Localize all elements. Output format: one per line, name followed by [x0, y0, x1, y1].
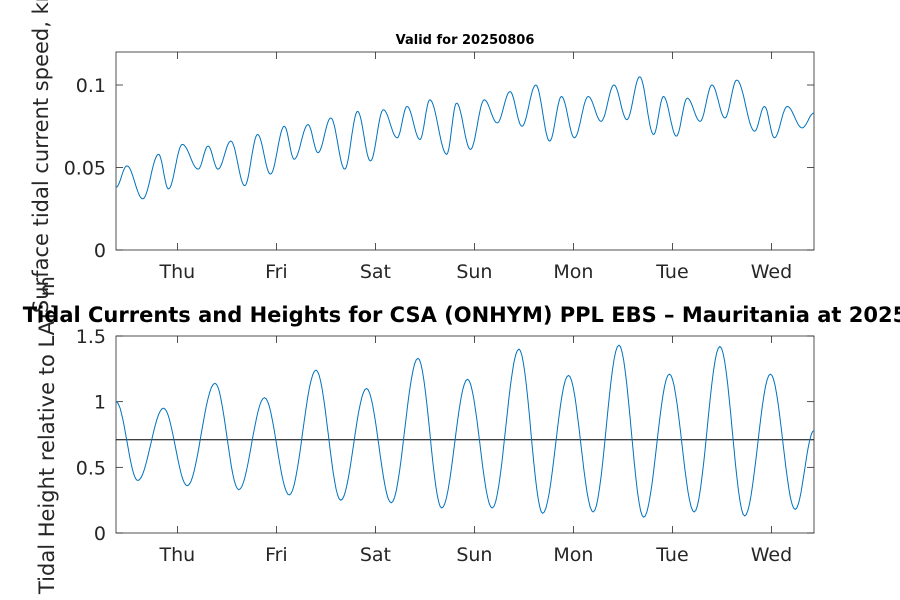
current-speed-y-tick-label: 0.1: [76, 75, 106, 97]
current-speed-plot-area: [115, 51, 815, 251]
current-speed-y-ticks: 0 0.05 0.1: [64, 75, 814, 262]
current-speed-x-tick-label: Sat: [360, 261, 391, 283]
current-speed-x-tick-label: Wed: [751, 261, 792, 283]
current-speed-panel-title: Valid for 20250806: [396, 33, 535, 48]
current-speed-y-axis-label: Surface tidal current speed, kn: [29, 0, 53, 313]
current-speed-x-tick-label: Mon: [553, 261, 593, 283]
current-speed-x-tick-label: Sun: [456, 261, 492, 283]
tidal-height-series-line: [115, 344, 815, 518]
tidal-height-y-tick-label: 0.5: [76, 457, 106, 479]
tidal-height-x-ticks: Thu Fri Sat Sun Mon Tue Wed: [159, 336, 792, 566]
tidal-height-x-tick-label: Tue: [655, 544, 688, 566]
current-speed-series-line: [115, 76, 815, 200]
current-speed-x-tick-label: Thu: [159, 261, 196, 283]
tidal-height-y-axis-label: Tidal Height relative to LAT, m: [35, 276, 59, 595]
current-speed-panel: Valid for 20250806 Thu Fri Sat Sun Mon Tue Wed…: [29, 0, 815, 313]
tidal-height-y-ticks: 0 0.5 1 1.5: [76, 326, 814, 545]
tidal-height-x-tick-label: Wed: [751, 544, 792, 566]
tidal-height-x-tick-label: Sat: [360, 544, 391, 566]
tidal-height-x-tick-label: Thu: [159, 544, 196, 566]
figure-title: Tidal Currents and Heights for CSA (ONHY…: [23, 303, 900, 327]
tidal-height-x-tick-label: Mon: [553, 544, 593, 566]
current-speed-x-tick-label: Tue: [655, 261, 688, 283]
tidal-height-y-tick-label: 1.5: [76, 326, 106, 348]
current-speed-x-tick-label: Fri: [265, 261, 288, 283]
tidal-height-y-tick-label: 1: [94, 392, 106, 414]
tidal-height-panel: Thu Fri Sat Sun Mon Tue Wed 0 0.5 1 1.5 Tidal Hei…: [35, 276, 815, 595]
current-speed-x-ticks: Thu Fri Sat Sun Mon Tue Wed: [159, 52, 792, 283]
current-speed-y-tick-label: 0.05: [64, 158, 106, 180]
tidal-height-x-tick-label: Fri: [265, 544, 288, 566]
current-speed-y-tick-label: 0: [94, 240, 106, 262]
tidal-height-x-tick-label: Sun: [456, 544, 492, 566]
tidal-height-y-tick-label: 0: [94, 523, 106, 545]
tidal-height-plot-area: [115, 335, 815, 534]
